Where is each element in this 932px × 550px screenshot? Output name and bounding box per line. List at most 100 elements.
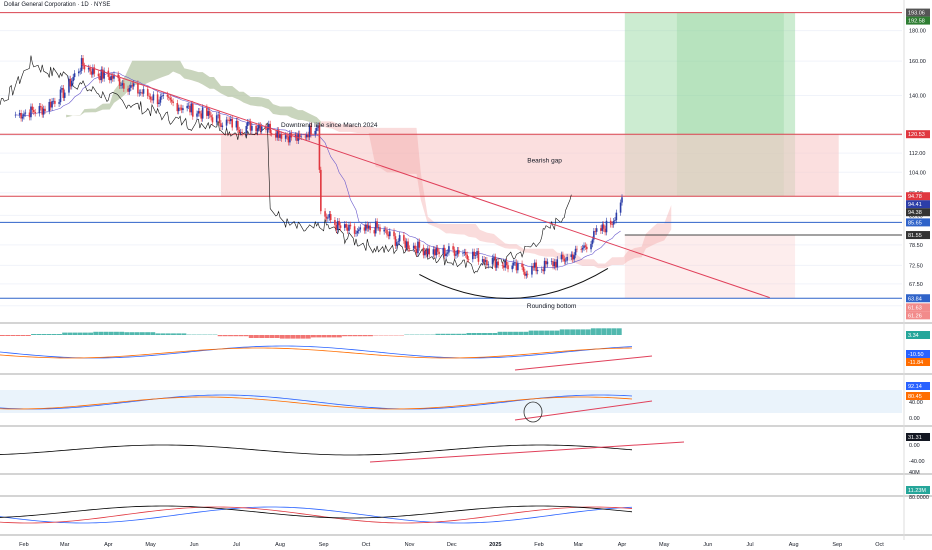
candle-body	[41, 107, 44, 115]
candle	[363, 224, 366, 234]
candle	[101, 66, 104, 82]
candle	[152, 91, 155, 104]
macd-bar	[160, 333, 166, 335]
candle-body	[367, 225, 370, 229]
candle-body	[553, 261, 556, 267]
macd-bar	[502, 331, 508, 335]
candle-body	[63, 92, 66, 98]
candle	[415, 245, 418, 257]
macd-bar	[518, 331, 524, 335]
macd-bar	[305, 335, 311, 339]
candle-body	[225, 119, 228, 126]
candle	[265, 123, 267, 133]
candle	[586, 243, 588, 253]
rsi-circle	[523, 401, 543, 423]
candle-body	[51, 101, 53, 108]
candle-body	[497, 261, 499, 266]
macd-bar	[352, 335, 358, 337]
macd-bar	[523, 331, 529, 335]
candle-body	[78, 71, 80, 74]
candle	[446, 249, 449, 257]
candle-body	[591, 239, 594, 245]
candle-body	[526, 273, 529, 275]
candle	[367, 222, 370, 232]
candle	[130, 82, 132, 91]
candle	[463, 248, 466, 257]
candle-body	[260, 126, 263, 131]
candle	[373, 226, 376, 237]
candle-body	[383, 229, 385, 232]
candle-body	[128, 87, 131, 92]
candle-body	[137, 83, 139, 94]
time-label-19: Sep	[832, 542, 842, 548]
candle	[239, 128, 242, 136]
candle	[310, 122, 312, 138]
candle-body	[515, 262, 518, 271]
candle	[48, 98, 51, 115]
macd-bar	[41, 334, 47, 335]
candle-body	[614, 220, 616, 222]
candle-body	[397, 241, 400, 243]
candle	[24, 109, 27, 117]
candle	[418, 238, 421, 251]
price-tick-7: 88.00	[909, 213, 923, 219]
price-tick-8: 78.50	[909, 243, 923, 249]
macd-bar	[533, 330, 539, 335]
candle-body	[70, 81, 73, 87]
candle-body	[132, 83, 135, 87]
candle	[182, 105, 184, 114]
cloud-bullish	[66, 60, 321, 126]
candle	[493, 253, 495, 261]
lagging-line	[0, 55, 572, 274]
candle	[245, 122, 248, 137]
candle	[514, 259, 516, 266]
candle	[422, 244, 425, 259]
candle-body	[415, 248, 418, 254]
annotations: Downtrend line since March 2024 Bearish g…	[281, 122, 609, 310]
candle	[455, 251, 457, 259]
candle-body	[346, 227, 349, 231]
candle	[169, 94, 172, 103]
candle-body	[191, 103, 194, 117]
candle	[477, 248, 480, 265]
macd-bar	[290, 335, 296, 339]
macd-bar	[539, 330, 544, 335]
candle	[443, 244, 446, 260]
candle-body	[62, 88, 65, 98]
candle	[355, 230, 357, 237]
candle-body	[552, 261, 554, 267]
candle-body	[412, 245, 415, 249]
candle-body	[182, 108, 184, 111]
candle	[614, 217, 616, 225]
candle-body	[266, 129, 269, 131]
candle	[217, 111, 219, 119]
candle	[176, 99, 179, 115]
candle-body	[555, 261, 557, 268]
candle	[329, 210, 332, 224]
candle-body	[564, 260, 567, 262]
candle-body	[200, 113, 203, 119]
candle-body	[31, 106, 34, 110]
pane-badge-text-2-0: 92.14	[908, 384, 922, 390]
macd-bar	[471, 333, 477, 335]
downtrend-line	[81, 63, 770, 299]
macd-bar	[513, 331, 519, 335]
candle-body	[90, 71, 93, 75]
candle	[307, 131, 309, 141]
candle	[177, 104, 180, 115]
candle-body	[280, 134, 283, 139]
candle	[504, 258, 506, 271]
macd-bar	[357, 335, 363, 337]
candle-body	[152, 94, 155, 101]
candle-body	[512, 262, 515, 266]
candle-body	[30, 106, 32, 118]
candle	[221, 122, 224, 131]
macd-bar	[476, 333, 482, 335]
candle-body	[386, 230, 388, 235]
candle	[464, 248, 467, 258]
candle-body	[211, 117, 214, 123]
candle	[486, 257, 488, 269]
candle-body	[18, 112, 21, 115]
candle-body	[93, 67, 96, 74]
